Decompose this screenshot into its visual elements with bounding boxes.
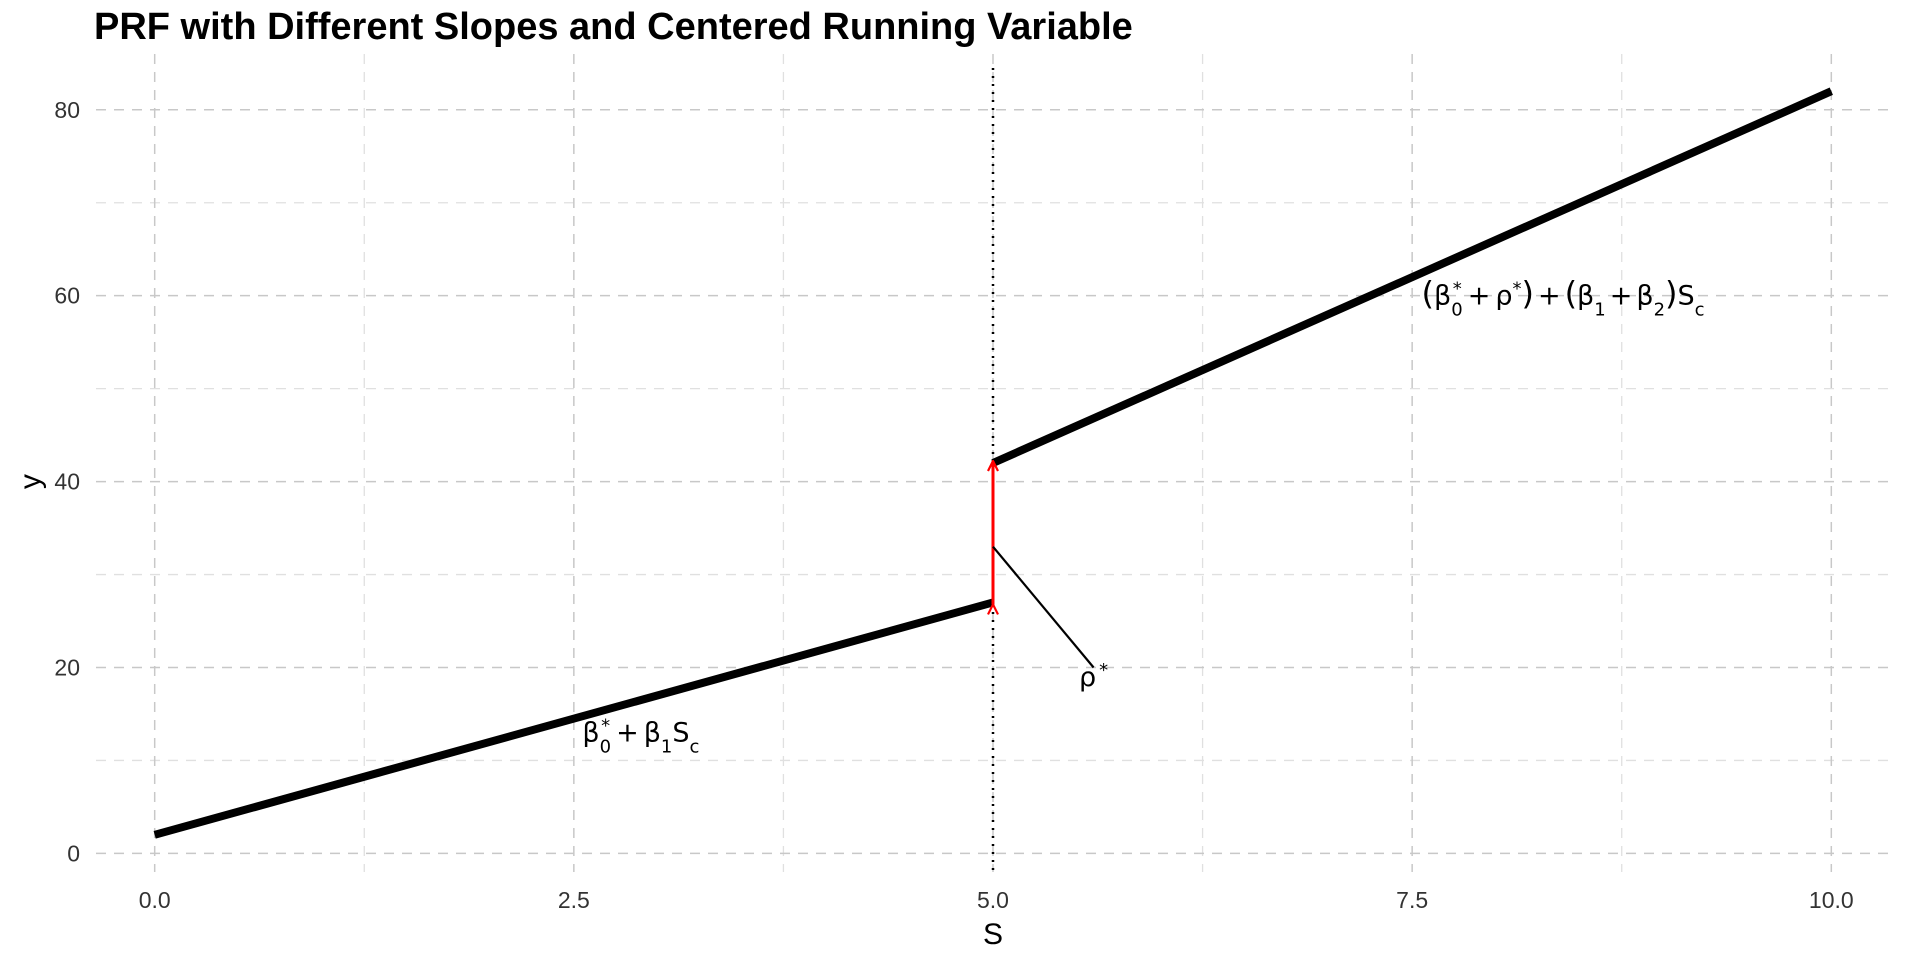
series-layer bbox=[153, 87, 1833, 839]
rho-pointer-line bbox=[992, 545, 1095, 669]
y-tick-label: 0 bbox=[67, 840, 80, 866]
y-tick-label: 40 bbox=[54, 469, 80, 495]
axis-ticks: 0.0 2.5 5.0 7.5 10.0 0 20 40 60 80 Sy bbox=[14, 97, 1854, 951]
y-tick-label: 20 bbox=[54, 655, 80, 681]
x-tick-label: 0.0 bbox=[139, 887, 171, 913]
chart-title: PRF with Different Slopes and Centered R… bbox=[94, 6, 1133, 48]
x-tick-label: 7.5 bbox=[1396, 887, 1428, 913]
annotation-right-segment: (β0* + ρ*) + (β1 + β2)Sc bbox=[1422, 275, 1705, 321]
series-segment bbox=[153, 598, 995, 839]
x-tick-label: 10.0 bbox=[1809, 887, 1854, 913]
x-axis-title: S bbox=[983, 918, 1003, 951]
y-tick-label: 60 bbox=[54, 283, 80, 309]
grid-lines bbox=[96, 54, 1890, 872]
y-tick-label: 80 bbox=[54, 97, 80, 123]
annotation-rho: ρ * bbox=[1079, 659, 1108, 693]
x-tick-label: 2.5 bbox=[558, 887, 590, 913]
x-tick-label: 5.0 bbox=[977, 887, 1009, 913]
series-segment bbox=[991, 87, 1833, 467]
y-axis-title: y bbox=[14, 474, 47, 489]
annotation-left-segment: β0* + β1Sc bbox=[582, 715, 699, 757]
